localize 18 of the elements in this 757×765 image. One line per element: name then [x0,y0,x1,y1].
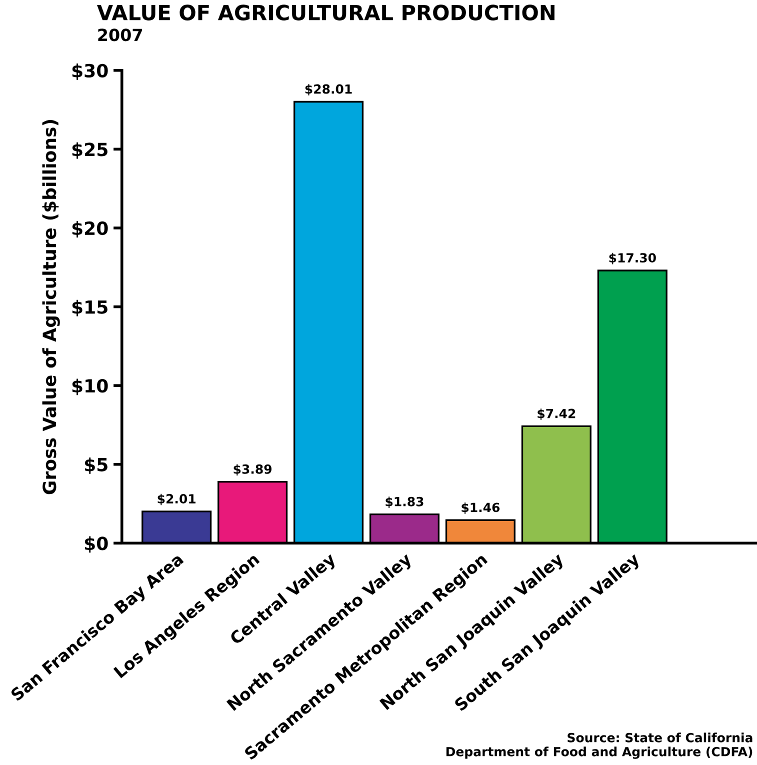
data-label: $17.30 [609,252,656,264]
y-tick-label: $15 [72,300,108,316]
chart-title: VALUE OF AGRICULTURAL PRODUCTION [96,4,554,20]
data-label: $1.46 [462,502,500,514]
y-tick-label: $5 [84,457,108,474]
source-note: Source: State of California Department of Food and Agriculture (CDFA) [446,732,752,759]
y-tick-label: $30 [72,64,108,80]
y-tick-label: $0 [84,536,108,553]
y-tick-label: $20 [72,221,108,238]
y-axis-title: Gross Value of Agriculture ($billions) [42,120,60,494]
data-label: $2.01 [158,494,196,506]
y-tick-label: $25 [72,142,108,159]
chart-subtitle: 2007 [98,28,142,42]
data-label: $7.42 [538,408,576,420]
data-label: $28.01 [305,84,352,96]
y-tick-label: $10 [72,378,108,396]
data-label: $1.83 [386,496,424,508]
data-label: $3.89 [234,464,272,476]
